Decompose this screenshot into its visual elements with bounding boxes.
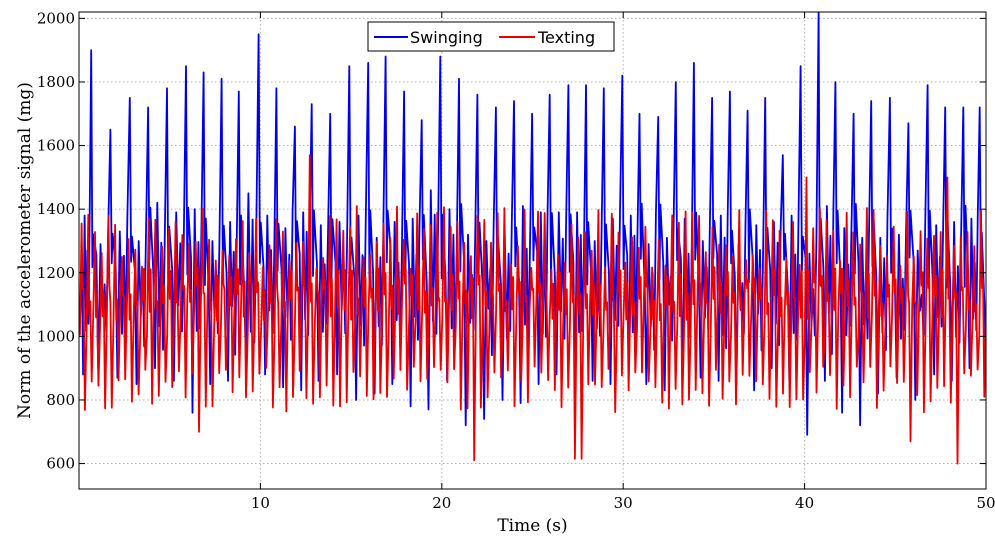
- plot-area: [79, 12, 986, 465]
- x-tick-label: 10: [251, 494, 270, 512]
- legend: Swinging Texting: [367, 21, 615, 52]
- y-tick-label: 1800: [37, 73, 75, 91]
- y-tick-label: 1000: [37, 327, 75, 345]
- x-tick-label: 40: [795, 494, 814, 512]
- y-tick-label: 1200: [37, 264, 75, 282]
- legend-label-texting: Texting: [537, 28, 595, 47]
- x-tick-label: 20: [432, 494, 451, 512]
- legend-label-swinging: Swinging: [410, 28, 483, 47]
- y-tick-label: 800: [46, 391, 75, 409]
- x-tick-label: 50: [976, 494, 995, 512]
- axes: 10 20 30 40 50 600 800 1000 1200 1400 1600 1800 2000: [37, 9, 995, 512]
- series-line-texting: [79, 154, 986, 465]
- plot-frame: [78, 11, 987, 490]
- y-axis-title: Norm of the accelerometer signal (mg): [15, 82, 35, 419]
- y-tick-label: 2000: [37, 9, 75, 27]
- series-line-swinging: [79, 12, 986, 436]
- y-tick-label: 1600: [37, 137, 75, 155]
- y-tick-label: 600: [46, 455, 75, 473]
- y-tick-label: 1400: [37, 200, 75, 218]
- legend-box: [367, 21, 615, 52]
- x-tick-label: 30: [614, 494, 633, 512]
- x-axis-title: Time (s): [497, 516, 567, 536]
